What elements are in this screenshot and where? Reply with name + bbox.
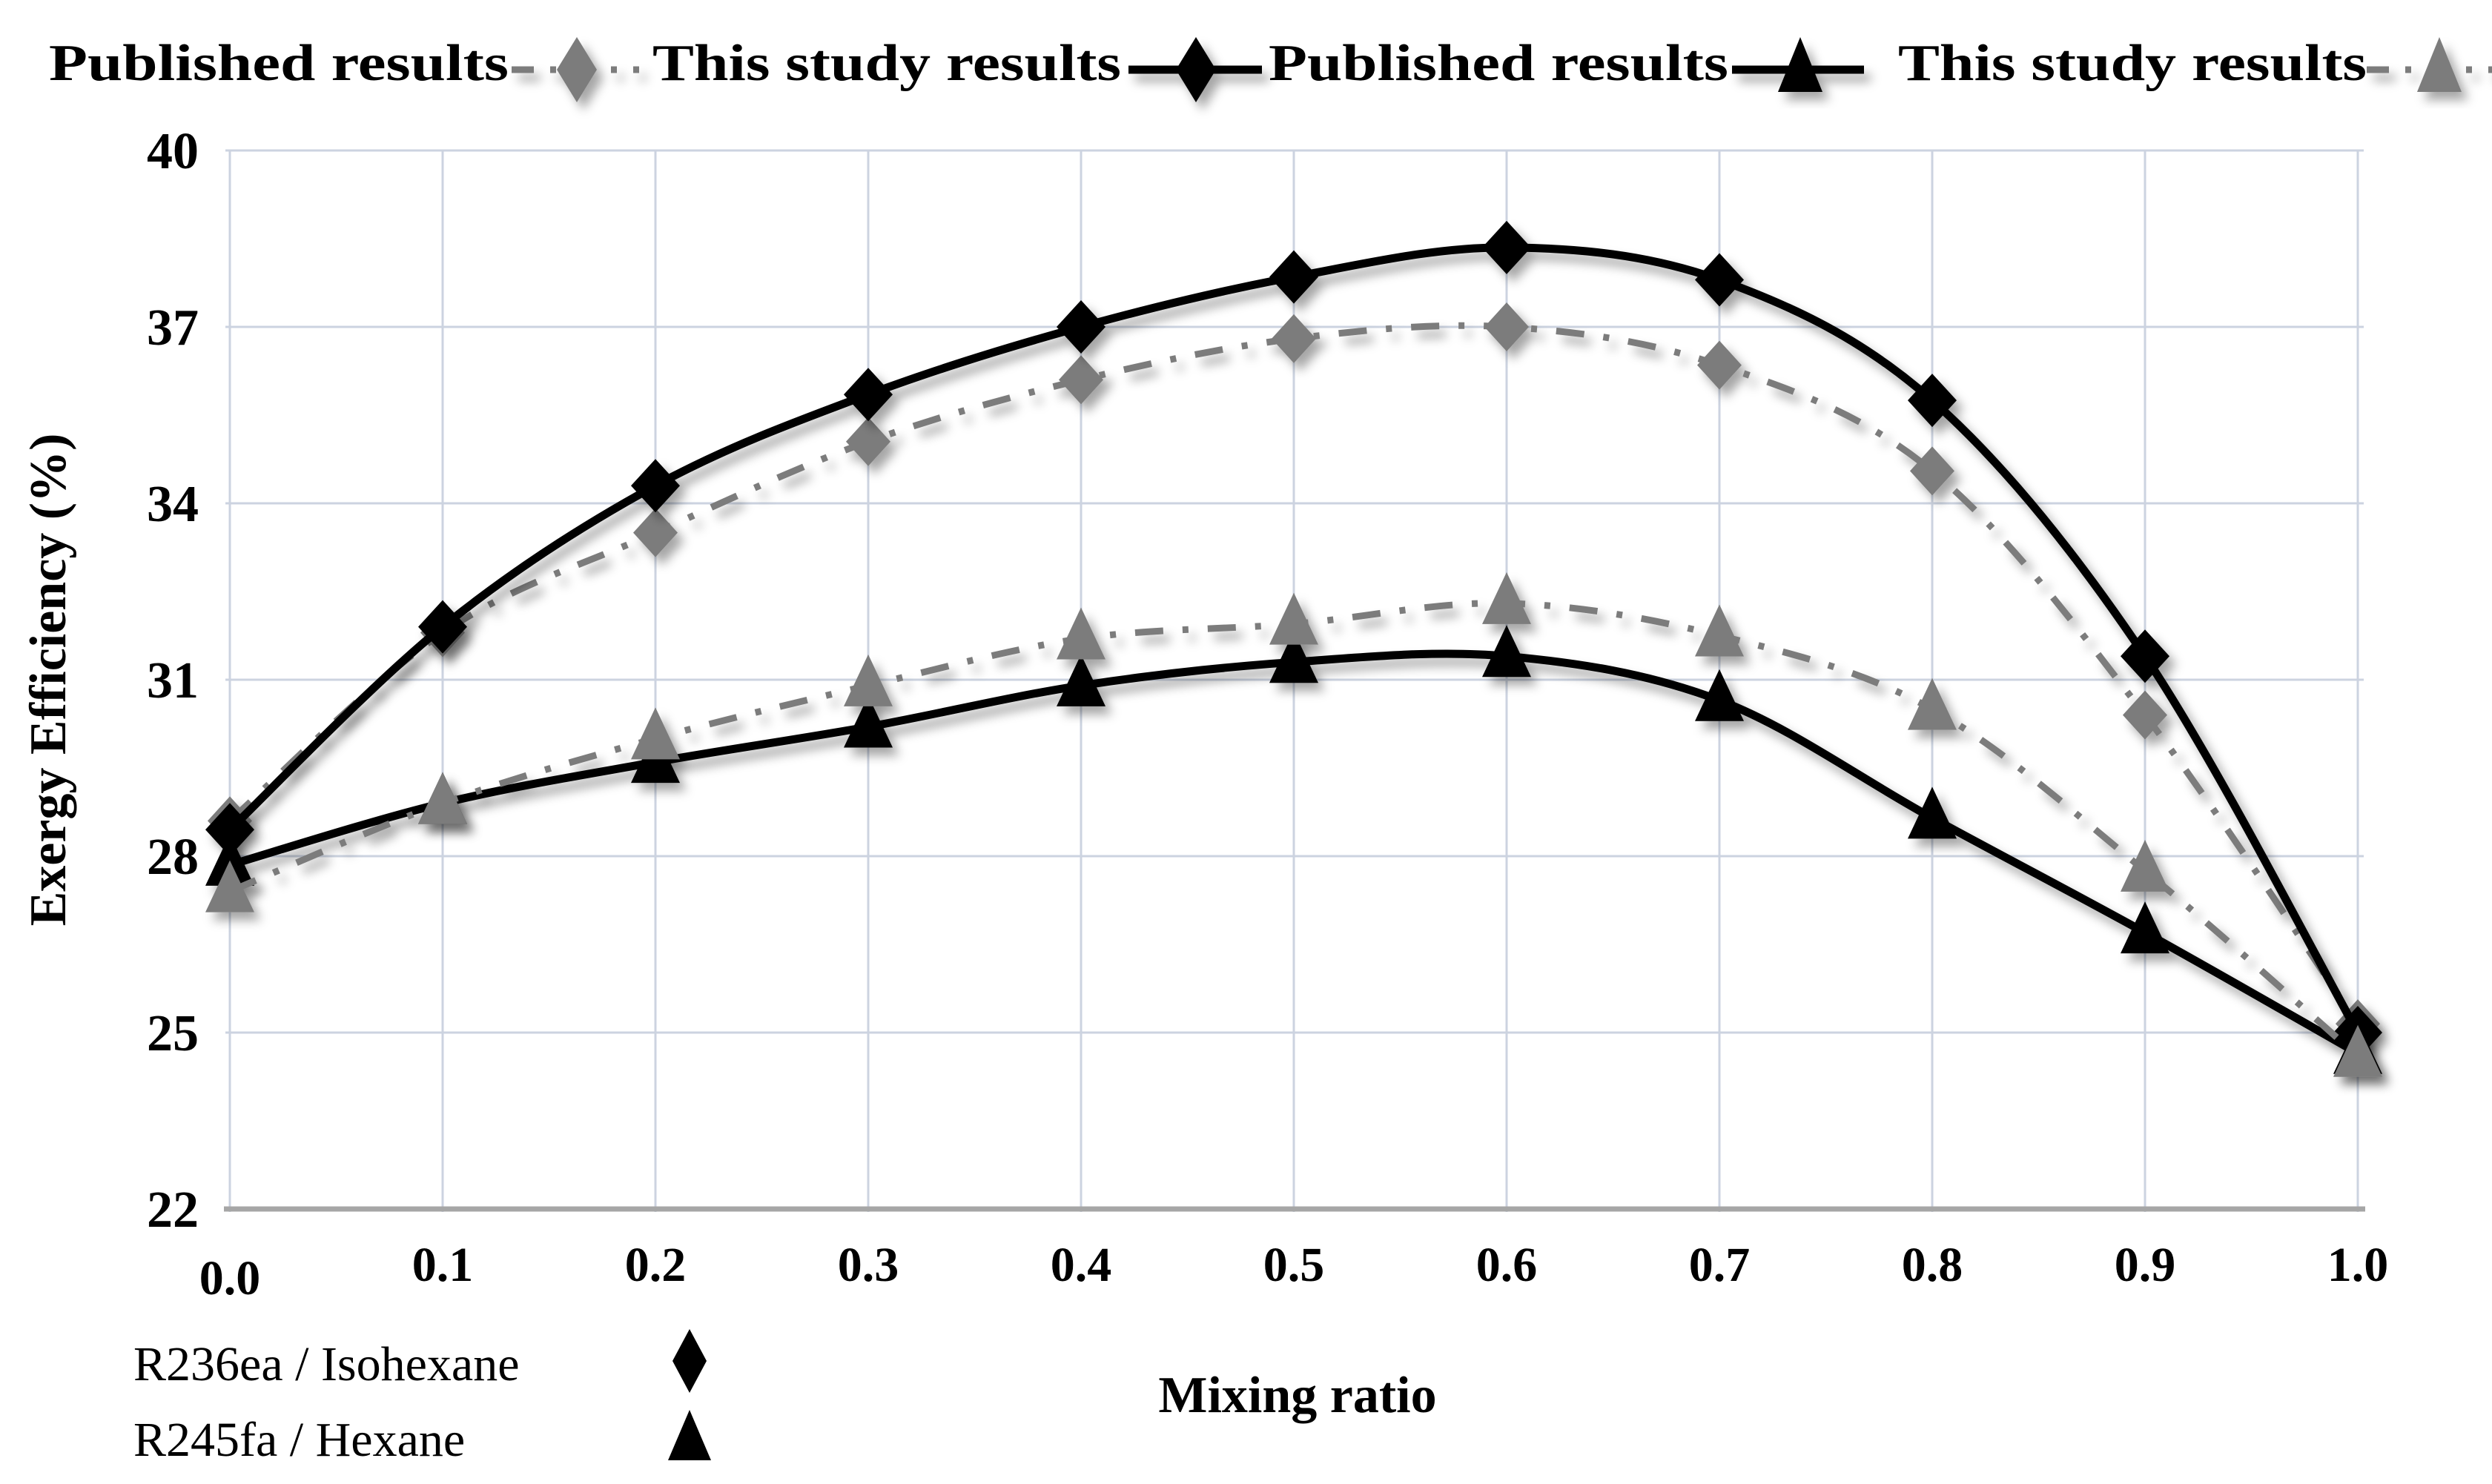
series-published-diamond-marker — [1272, 314, 1316, 363]
legend-item-label: This study results — [652, 35, 1121, 92]
series-this-study-triangle-marker — [1057, 607, 1105, 660]
y-tick-label: 28 — [147, 829, 199, 886]
y-tick-label: 25 — [147, 1005, 199, 1062]
series-this-study-diamond — [205, 220, 2382, 1059]
series-published-diamond-marker — [1059, 355, 1103, 405]
series-this-study-diamond-marker — [205, 803, 254, 857]
series-published-triangle-marker — [1269, 631, 1318, 683]
x-tick-label: 0.4 — [1051, 1238, 1112, 1292]
series-key-label: R245fa / Hexane — [133, 1413, 465, 1467]
legend-diamond-icon — [557, 37, 597, 102]
x-tick-label: 0.7 — [1689, 1238, 1751, 1292]
series-this-study-diamond-marker — [2121, 629, 2169, 683]
series-published-diamond-marker — [846, 417, 890, 466]
series-published-triangle-marker — [1695, 669, 1744, 721]
series-this-study-triangle-marker — [1482, 572, 1531, 624]
series-this-study-triangle-marker — [1695, 604, 1744, 657]
x-tick-label: 0.6 — [1476, 1238, 1538, 1292]
y-tick-label: 22 — [147, 1182, 199, 1239]
series-key-label: R236ea / Isohexane — [133, 1337, 520, 1391]
legend-triangle-icon — [2417, 37, 2462, 92]
x-tick-label: 0.5 — [1263, 1238, 1325, 1292]
x-tick-label: 0.1 — [412, 1238, 474, 1292]
x-tick-labels: 0.0 0.1 0.2 0.3 0.4 0.5 0.6 0.7 0.8 0.9 1.0 — [199, 1238, 2389, 1305]
series-this-study-triangle-line — [228, 600, 2360, 1059]
legend-item-label: Published results — [1269, 35, 1728, 92]
series-published-diamond-marker — [633, 508, 678, 557]
legend-item-3: Published results — [1269, 35, 1864, 92]
series-key-row-2: R245fa / Hexane — [133, 1410, 711, 1467]
legend-item-label: This study results — [1898, 35, 2367, 92]
series-this-study-diamond-marker — [631, 459, 680, 513]
series-this-study-diamond-marker — [1482, 220, 1531, 274]
legend-item-1: Published results — [49, 35, 639, 102]
x-axis-title: Mixing ratio — [1158, 1367, 1436, 1424]
y-tick-labels: 22 25 28 31 34 37 40 — [147, 123, 199, 1239]
y-axis-title: Exergy Efficiency (%) — [20, 434, 77, 927]
series-this-study-diamond-marker — [1057, 300, 1105, 354]
legend-sample — [1128, 37, 1262, 102]
y-tick-label: 37 — [147, 299, 199, 357]
series-published-diamond-line — [228, 322, 2361, 1026]
series-this-study-triangle-marker — [205, 860, 254, 912]
x-tick-label: 0.3 — [838, 1238, 899, 1292]
series-published-triangle-marker — [205, 833, 254, 886]
series-published-triangle-marker — [1057, 654, 1105, 706]
series-published-triangle-marker — [1908, 786, 1957, 839]
series-this-study-triangle-marker — [844, 654, 893, 706]
series-this-study-triangle-marker — [1908, 678, 1957, 730]
x-tick-label: 0.0 — [199, 1251, 261, 1305]
y-tick-label: 31 — [147, 652, 199, 709]
series-this-study-triangle-marker — [631, 707, 680, 760]
series-this-study-diamond-line — [227, 243, 2362, 1035]
legend-item-label: Published results — [49, 35, 509, 92]
y-tick-label: 40 — [147, 123, 199, 180]
series-published-diamond-marker — [1697, 340, 1742, 390]
x-tick-label: 0.9 — [2115, 1238, 2176, 1292]
series-this-study-diamond-marker — [418, 600, 467, 654]
legend-item-4: This study results — [1898, 35, 2492, 92]
series-this-study-triangle-marker — [2333, 1024, 2382, 1077]
series-key: R236ea / Isohexane R245fa / Hexane — [133, 1329, 711, 1467]
legend-diamond-icon — [1176, 37, 1216, 102]
series-this-study-diamond-marker — [1269, 250, 1318, 304]
x-tick-label: 0.2 — [625, 1238, 687, 1292]
series-this-study-diamond-marker — [1695, 253, 1744, 307]
legend-item-2: This study results — [652, 35, 1262, 102]
series-published-diamond-marker — [1910, 446, 1954, 496]
series-published-diamond-marker — [1484, 302, 1529, 351]
x-tick-label: 1.0 — [2327, 1238, 2389, 1292]
y-tick-label: 34 — [147, 476, 199, 533]
x-tick-label: 0.8 — [1902, 1238, 1963, 1292]
series-this-study-triangle-marker — [418, 772, 467, 824]
series-published-triangle-marker — [2121, 901, 2169, 954]
legend-sample — [2367, 37, 2492, 92]
series-published-diamond-marker — [2123, 690, 2167, 740]
legend-sample — [512, 37, 639, 102]
series-key-triangle-icon — [668, 1410, 711, 1460]
series-this-study-diamond-marker — [1908, 374, 1957, 428]
series-key-row-1: R236ea / Isohexane — [133, 1329, 707, 1393]
series-this-study-triangle-marker — [1269, 592, 1318, 645]
legend-top: Published results This study results Publi… — [49, 35, 2492, 102]
series-layer — [205, 220, 2382, 1077]
series-published-triangle-marker — [1482, 625, 1531, 678]
legend-triangle-icon — [1778, 37, 1822, 92]
series-this-study-triangle-marker — [2121, 839, 2169, 892]
series-this-study-triangle — [205, 572, 2382, 1077]
series-key-diamond-icon — [672, 1329, 707, 1393]
series-this-study-diamond-marker — [844, 368, 893, 422]
series-published-triangle-marker — [844, 695, 893, 748]
legend-sample — [1732, 37, 1864, 92]
